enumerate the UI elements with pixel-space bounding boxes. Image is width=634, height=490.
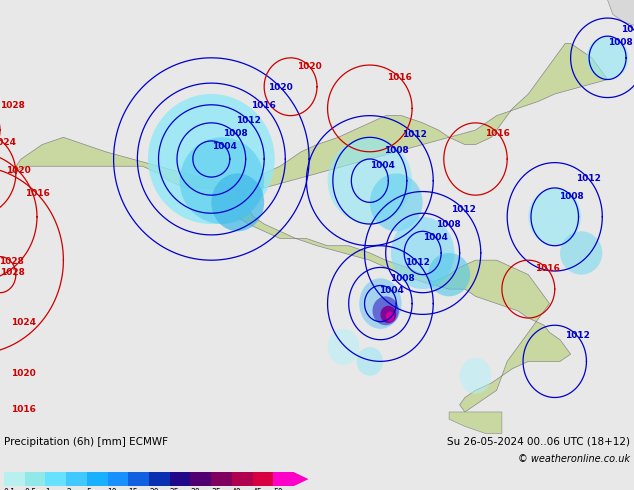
Bar: [273, 472, 294, 486]
Text: 1024: 1024: [0, 138, 16, 147]
Ellipse shape: [148, 94, 275, 224]
Text: 1004: 1004: [379, 286, 404, 295]
Ellipse shape: [328, 137, 412, 224]
Ellipse shape: [560, 231, 602, 274]
Bar: [211, 472, 232, 486]
Ellipse shape: [373, 296, 399, 325]
Text: 1024: 1024: [11, 318, 36, 327]
Text: 1004: 1004: [370, 161, 396, 170]
Text: © weatheronline.co.uk: © weatheronline.co.uk: [518, 454, 630, 465]
Text: 25: 25: [170, 488, 179, 490]
Text: 1028: 1028: [0, 101, 25, 110]
Text: 35: 35: [211, 488, 221, 490]
Ellipse shape: [359, 278, 401, 329]
Bar: [232, 472, 252, 486]
Text: Precipitation (6h) [mm] ECMWF: Precipitation (6h) [mm] ECMWF: [4, 437, 168, 446]
Bar: [149, 472, 170, 486]
Text: 1016: 1016: [251, 101, 276, 110]
Bar: [46, 472, 66, 486]
Ellipse shape: [380, 306, 396, 323]
Text: 1012: 1012: [405, 258, 430, 267]
Text: 0.5: 0.5: [25, 488, 37, 490]
Text: 1016: 1016: [387, 73, 412, 82]
Text: 1012: 1012: [236, 116, 261, 125]
Bar: [252, 472, 273, 486]
Text: 1: 1: [46, 488, 50, 490]
Text: 1012: 1012: [576, 174, 601, 183]
Bar: [25, 472, 46, 486]
Ellipse shape: [385, 312, 394, 321]
Text: 1020: 1020: [297, 62, 321, 71]
Text: 1008: 1008: [223, 129, 248, 138]
Polygon shape: [449, 412, 502, 434]
Ellipse shape: [586, 36, 629, 79]
Text: 1028: 1028: [0, 268, 25, 277]
Text: 1008: 1008: [436, 220, 461, 229]
Ellipse shape: [460, 358, 491, 394]
Text: 1016: 1016: [486, 129, 510, 138]
Ellipse shape: [357, 347, 383, 376]
Ellipse shape: [328, 329, 359, 365]
Text: 30: 30: [190, 488, 200, 490]
Text: Su 26-05-2024 00..06 UTC (18+12): Su 26-05-2024 00..06 UTC (18+12): [447, 437, 630, 446]
Text: 1004: 1004: [424, 233, 448, 242]
Text: 1008: 1008: [384, 146, 408, 154]
Ellipse shape: [179, 137, 264, 224]
Text: 10: 10: [108, 488, 117, 490]
Text: 1020: 1020: [11, 369, 36, 378]
Text: 1008: 1008: [559, 192, 584, 201]
Text: 1012: 1012: [451, 205, 476, 214]
Text: 1008: 1008: [608, 38, 633, 47]
Ellipse shape: [211, 173, 264, 231]
Ellipse shape: [528, 188, 581, 246]
Ellipse shape: [391, 217, 455, 289]
Bar: [4, 472, 25, 486]
Text: 1012: 1012: [565, 331, 590, 341]
Text: 1012: 1012: [402, 130, 427, 139]
Text: 1028: 1028: [0, 257, 23, 267]
Text: 0.1: 0.1: [4, 488, 16, 490]
Bar: [128, 472, 149, 486]
Text: 1016: 1016: [11, 405, 36, 414]
Bar: [108, 472, 128, 486]
Text: 1008: 1008: [391, 273, 415, 283]
Text: 40: 40: [232, 488, 242, 490]
Bar: [170, 472, 190, 486]
Polygon shape: [607, 0, 634, 29]
Bar: [190, 472, 211, 486]
Bar: [87, 472, 108, 486]
Text: 20: 20: [149, 488, 158, 490]
Text: 50: 50: [273, 488, 283, 490]
Text: 1004: 1004: [212, 142, 237, 151]
Polygon shape: [11, 44, 607, 412]
Text: 5: 5: [87, 488, 92, 490]
Polygon shape: [294, 472, 309, 486]
Bar: [66, 472, 87, 486]
Text: 45: 45: [252, 488, 262, 490]
Text: 15: 15: [128, 488, 138, 490]
Text: 1016: 1016: [534, 264, 559, 273]
Text: 1012: 1012: [621, 25, 634, 34]
Text: 1016: 1016: [25, 189, 49, 198]
Text: 2: 2: [66, 488, 71, 490]
Ellipse shape: [370, 173, 423, 231]
Text: 1020: 1020: [268, 83, 293, 92]
Text: 1020: 1020: [6, 166, 31, 175]
Ellipse shape: [428, 253, 470, 296]
